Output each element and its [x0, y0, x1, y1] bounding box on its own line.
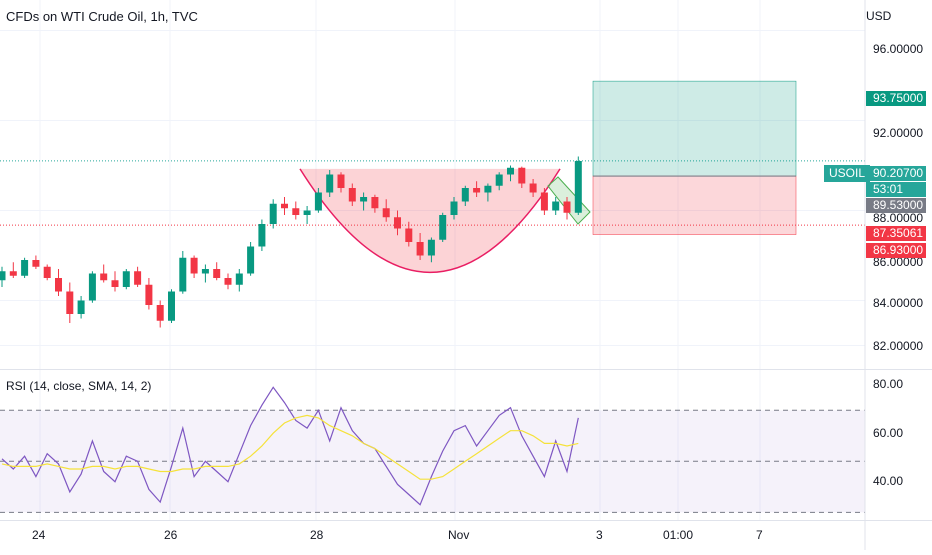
bar-countdown: 53:01	[866, 182, 926, 197]
x-tick-label: 26	[164, 528, 178, 542]
candle	[495, 174, 503, 186]
candle	[540, 192, 548, 211]
grid-lines	[0, 0, 865, 520]
candle	[100, 273, 108, 281]
last-price-tag: 90.20700	[866, 166, 926, 181]
candle	[213, 269, 221, 278]
y-tick-label: 96.00000	[873, 42, 924, 56]
currency-label: USD	[866, 9, 892, 23]
x-tick-label: 01:00	[663, 528, 694, 542]
candle	[382, 208, 390, 218]
candle	[518, 167, 526, 184]
y-tick-label: 88.00000	[873, 211, 924, 225]
candle	[303, 210, 311, 215]
position-tool[interactable]	[592, 80, 797, 235]
cup-curve	[299, 168, 561, 273]
chart-title: CFDs on WTI Crude Oil, 1h, TVC	[6, 9, 198, 24]
candle	[337, 174, 345, 188]
candle	[360, 197, 368, 202]
candle	[145, 284, 153, 305]
prev-close-tag: 87.35061	[866, 226, 926, 241]
candle	[574, 161, 582, 213]
rsi-ma-line	[1, 414, 579, 480]
candle	[224, 278, 232, 285]
candle	[77, 300, 85, 314]
candles	[0, 156, 582, 328]
cup-pattern[interactable]	[299, 168, 591, 273]
candle	[348, 188, 356, 202]
candle	[111, 280, 119, 287]
candle	[439, 215, 447, 240]
candle	[21, 260, 29, 276]
stop-price-tag: 86.93000	[866, 243, 926, 258]
candle	[427, 239, 435, 256]
candle	[484, 185, 492, 193]
candle	[66, 291, 74, 314]
candle	[0, 271, 6, 281]
candle	[394, 217, 401, 229]
candle	[190, 257, 198, 274]
rsi-line	[1, 386, 579, 506]
x-tick-label: 24	[32, 528, 46, 542]
candle	[405, 228, 413, 242]
x-tick-label: 28	[310, 528, 324, 542]
y-tick-label: 84.00000	[873, 296, 924, 310]
rsi-tick-label: 40.00	[873, 474, 904, 488]
candle	[55, 278, 62, 292]
candle	[563, 201, 571, 213]
candle	[258, 224, 266, 247]
candle	[179, 257, 187, 292]
y-tick-label: 86.00000	[873, 255, 924, 269]
candle	[529, 183, 537, 193]
candle	[507, 167, 514, 175]
symbol-badge[interactable]: USOIL	[824, 165, 871, 182]
candle	[88, 273, 96, 301]
candle	[281, 203, 288, 209]
x-tick-label: 7	[756, 528, 763, 542]
candle	[552, 201, 560, 211]
rsi-title: RSI (14, close, SMA, 14, 2)	[6, 379, 152, 393]
rsi-tick-label: 80.00	[873, 377, 904, 391]
candle	[461, 188, 469, 202]
rsi-tick-label: 60.00	[873, 426, 904, 440]
candle	[134, 271, 142, 285]
candle	[473, 188, 481, 193]
candle	[247, 246, 255, 274]
entry-price-tag: 89.53000	[866, 198, 926, 213]
x-tick-label: Nov	[448, 528, 470, 542]
target-price-tag: 93.75000	[866, 91, 926, 106]
candle	[371, 197, 379, 209]
candle	[450, 201, 458, 215]
candle	[326, 174, 334, 193]
candle	[269, 203, 277, 224]
candle	[9, 271, 17, 276]
candle	[43, 266, 51, 278]
stop-zone	[592, 175, 797, 235]
handle-channel	[547, 176, 591, 225]
candle	[168, 291, 175, 321]
candle	[235, 273, 243, 285]
candle	[201, 269, 209, 274]
x-tick-label: 3	[596, 528, 603, 542]
candle	[416, 242, 424, 256]
candle	[32, 260, 40, 267]
rsi-pane	[0, 386, 865, 513]
candle	[292, 208, 300, 215]
y-tick-label: 82.00000	[873, 339, 924, 353]
candle	[122, 271, 130, 287]
candle	[314, 192, 322, 211]
y-tick-label: 92.00000	[873, 126, 924, 140]
candle	[156, 305, 164, 321]
target-zone	[592, 80, 797, 177]
